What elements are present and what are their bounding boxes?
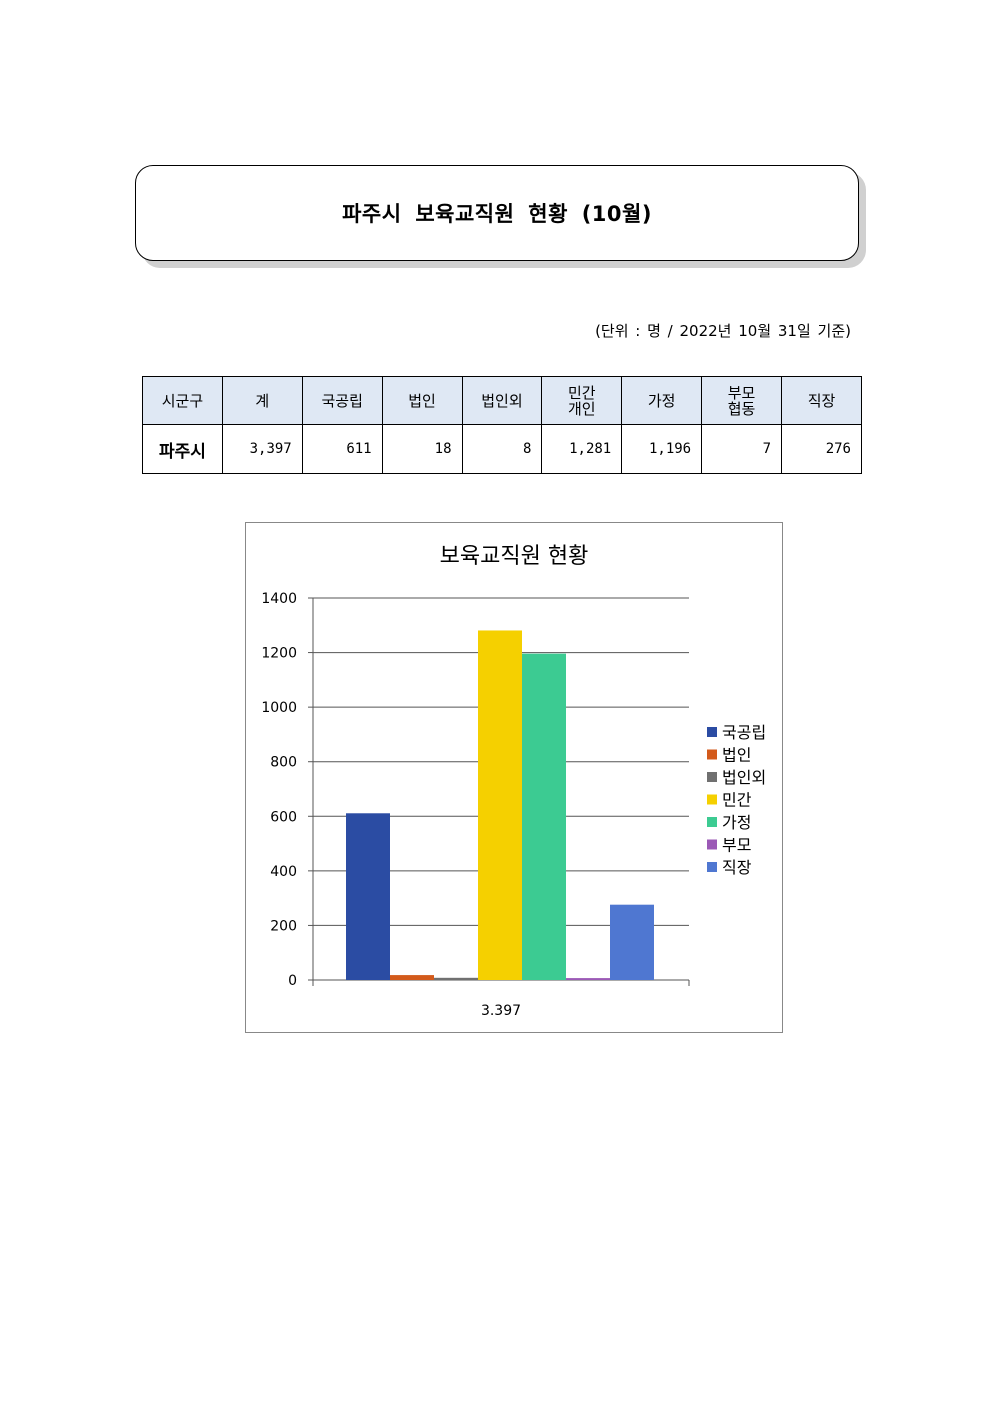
bar-3 [434, 977, 478, 980]
bar-2 [390, 975, 434, 980]
chart-frame: 보육교직원 현황 0 200 400 600 800 1000 1200 1400 3.397… [245, 522, 783, 1033]
header-non-corporate: 법인외 [461, 376, 543, 425]
legend-label: 법인 [722, 746, 751, 765]
y-tick-label: 600 [270, 809, 297, 825]
y-tick-label: 1000 [261, 700, 297, 716]
legend-swatch [707, 817, 717, 827]
cell-region: 파주시 [142, 424, 223, 474]
title-box: 파주시 보육교직원 현황 (10월) [135, 165, 859, 261]
cell-home: 1,196 [621, 424, 703, 474]
legend-label: 직장 [722, 858, 752, 877]
y-tick-label: 1400 [261, 591, 297, 607]
staff-table: 시군구 계 국공립 법인 법인외 민간 개인 가정 부모 협동 직장 파주시 3… [142, 376, 862, 474]
header-public: 국공립 [301, 376, 383, 425]
bar-1 [346, 813, 390, 980]
cell-parent-coop: 7 [701, 424, 782, 474]
cell-workplace: 276 [781, 424, 862, 474]
cell-total: 3,397 [221, 424, 303, 474]
cell-private: 1,281 [541, 424, 623, 474]
legend-swatch [707, 862, 717, 872]
legend-label: 국공립 [722, 723, 766, 742]
bar-7 [610, 904, 654, 980]
legend-swatch [707, 794, 717, 805]
legend-swatch [707, 749, 717, 760]
x-category-label: 3.397 [481, 1003, 521, 1019]
legend-label: 가정 [722, 813, 751, 832]
document-title: 파주시 보육교직원 현황 (10월) [342, 202, 652, 226]
header-home: 가정 [621, 376, 703, 425]
header-region: 시군구 [142, 376, 223, 425]
y-tick-label: 0 [288, 973, 297, 989]
y-tick-label: 400 [270, 864, 297, 880]
header-parent-coop: 부모 협동 [701, 376, 782, 425]
header-private: 민간 개인 [541, 376, 623, 425]
bar-6 [566, 978, 610, 980]
table-header-row: 시군구 계 국공립 법인 법인외 민간 개인 가정 부모 협동 직장 [142, 376, 862, 425]
bar-5 [522, 653, 566, 980]
bar-group [346, 630, 654, 980]
y-tick-label: 200 [270, 918, 297, 934]
header-corporate: 법인 [381, 376, 463, 425]
cell-corporate: 18 [381, 424, 463, 474]
table-row: 파주시 3,397 611 18 8 1,281 1,196 7 276 [142, 424, 862, 474]
legend-swatch [707, 727, 717, 737]
legend-label: 법인외 [722, 768, 766, 787]
unit-note: (단위 : 명 / 2022년 10월 31일 기준) [595, 322, 851, 340]
cell-non-corporate: 8 [461, 424, 543, 474]
cell-public: 611 [301, 424, 383, 474]
y-tick-label: 800 [270, 755, 297, 771]
legend-label: 민간 [722, 791, 752, 810]
header-workplace: 직장 [781, 376, 862, 425]
legend-swatch [707, 839, 717, 850]
legend-swatch [707, 772, 717, 782]
header-total: 계 [221, 376, 303, 425]
chart-title: 보육교직원 현황 [440, 544, 589, 569]
y-axis: 0 200 400 600 800 1000 1200 1400 [261, 591, 690, 989]
legend-label: 부모 [722, 836, 751, 855]
bar-chart: 보육교직원 현황 0 200 400 600 800 1000 1200 1400 3.397… [261, 544, 766, 1019]
bar-4 [478, 630, 522, 980]
y-tick-label: 1200 [261, 646, 297, 662]
